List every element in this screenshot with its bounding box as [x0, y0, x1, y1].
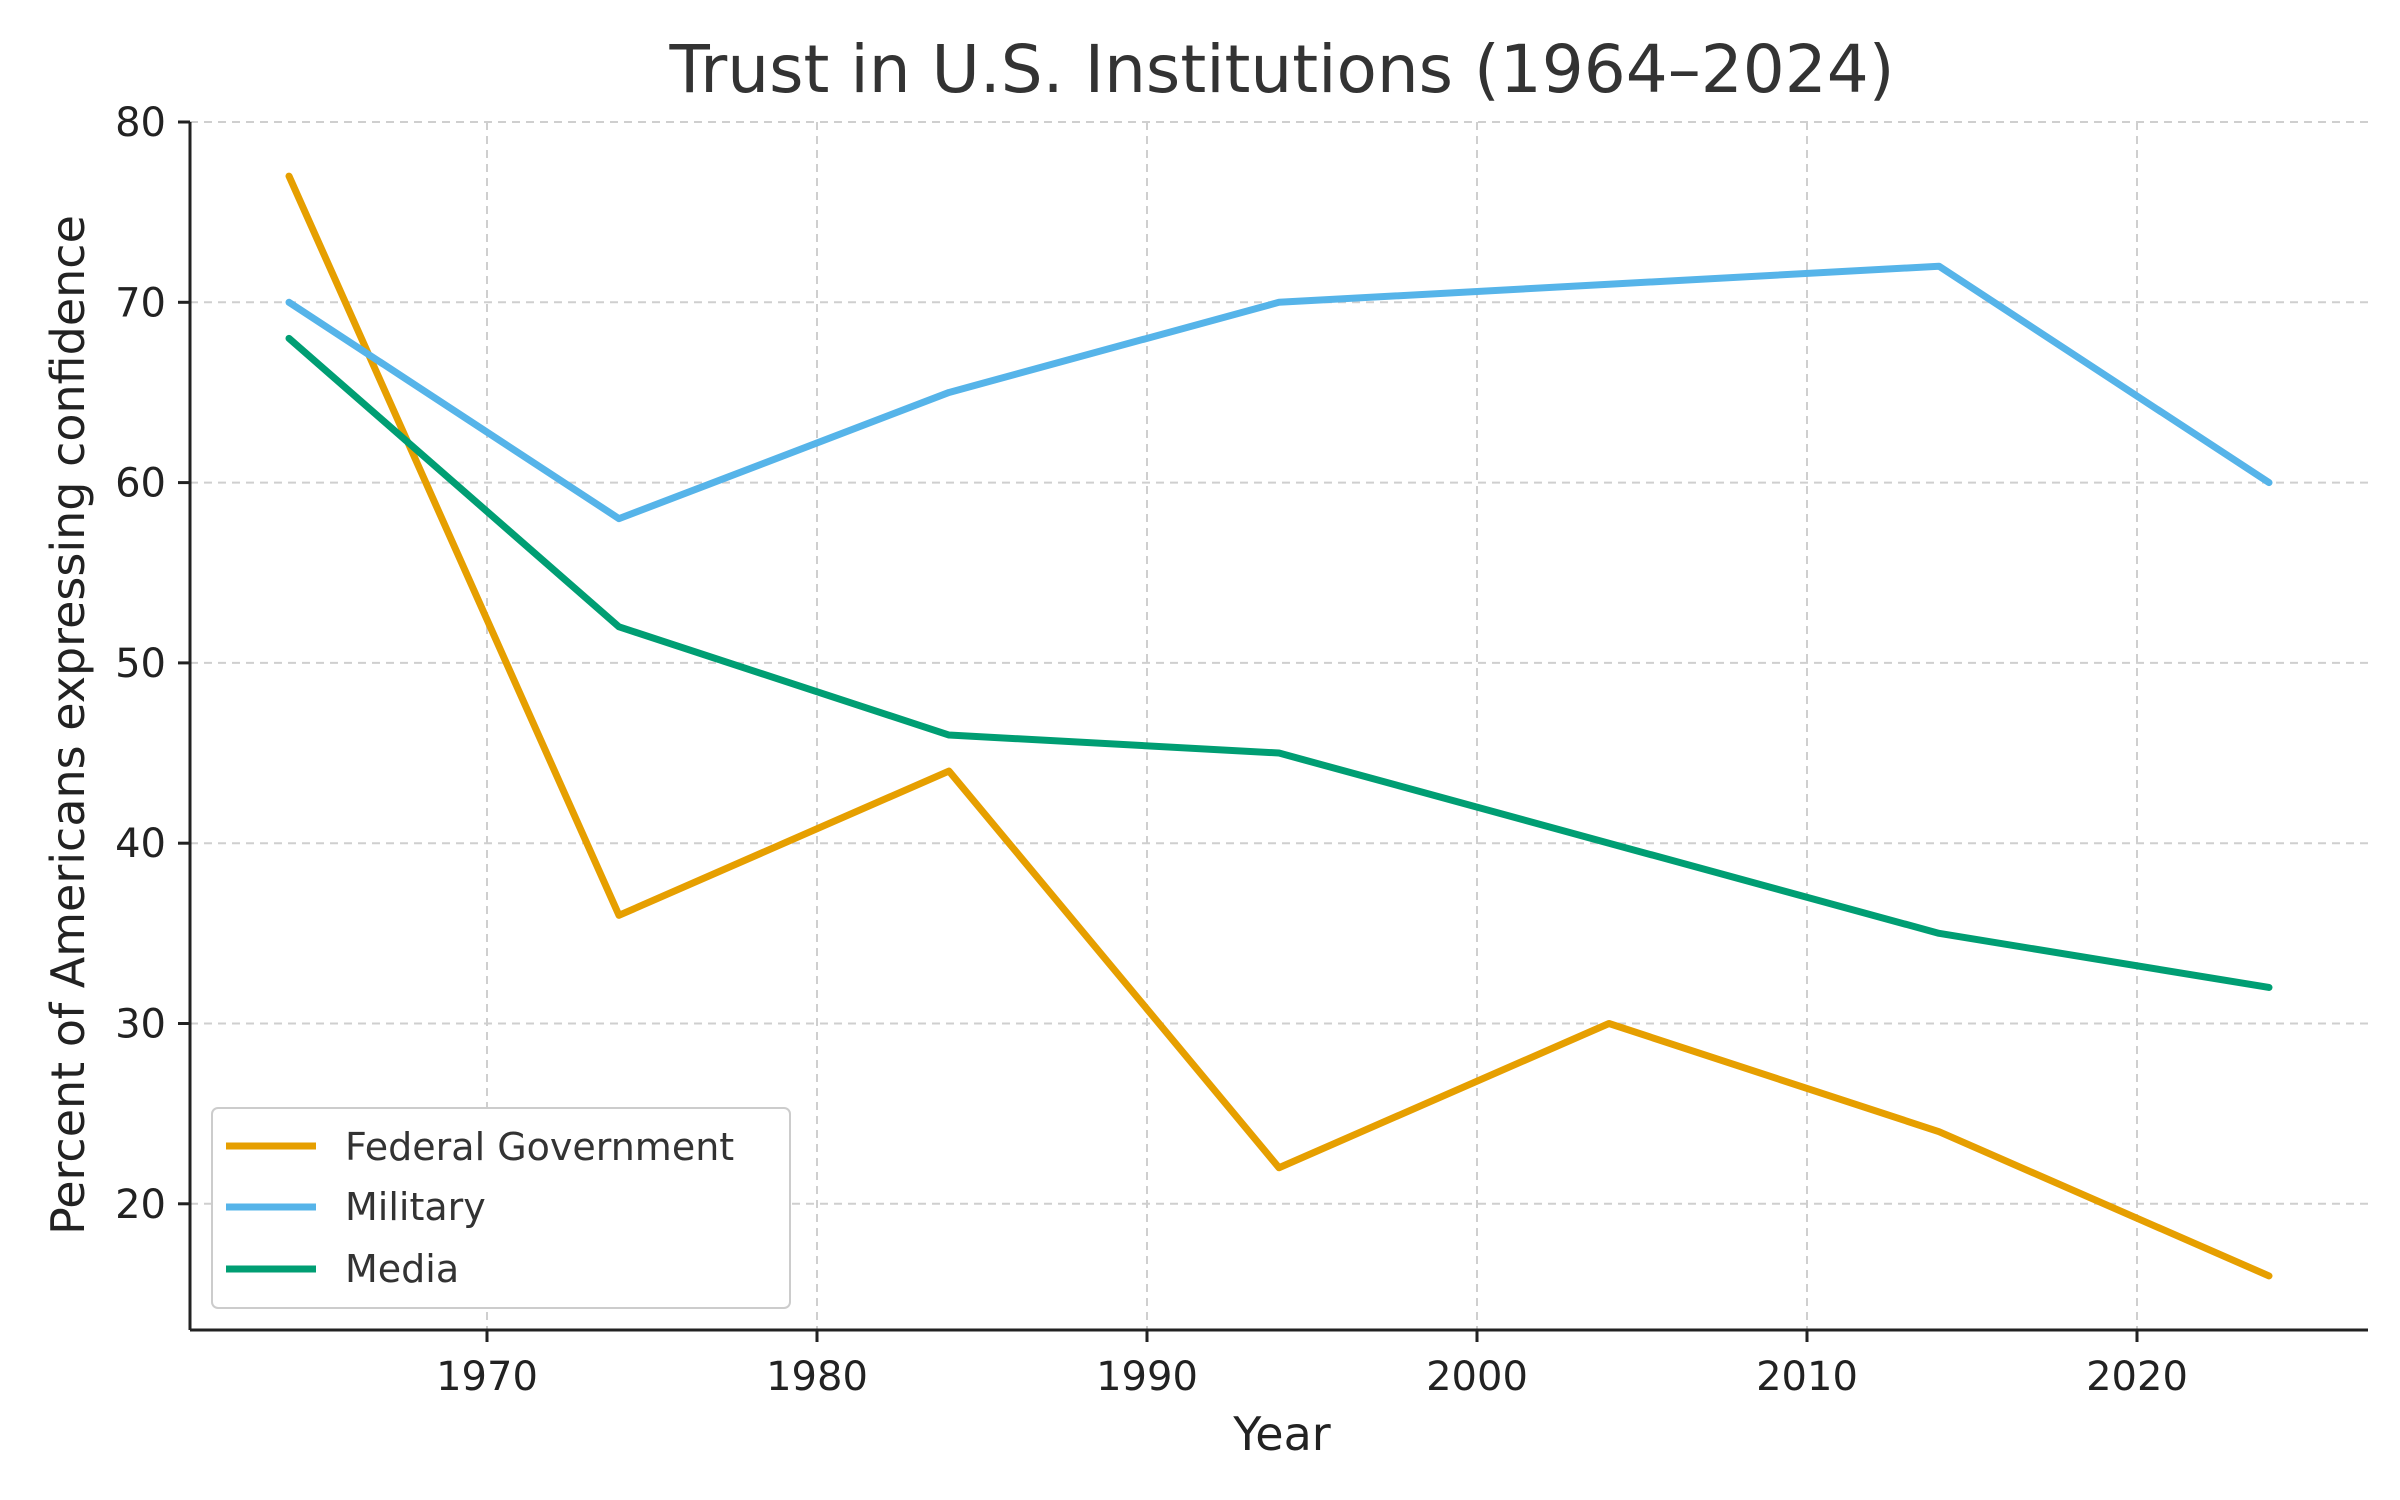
chart-title: Trust in U.S. Institutions (1964–2024)	[669, 31, 1895, 108]
y-tick-label: 50	[115, 641, 166, 687]
x-tick-label: 2020	[2086, 1354, 2188, 1400]
y-tick-label: 40	[115, 821, 166, 867]
x-tick-label: 1970	[436, 1354, 538, 1400]
legend-label-federal-government: Federal Government	[345, 1125, 734, 1169]
legend-label-military: Military	[345, 1185, 486, 1229]
y-axis-label: Percent of Americans expressing confiden…	[41, 215, 95, 1235]
legend-label-media: Media	[345, 1247, 459, 1291]
x-axis-label: Year	[1232, 1407, 1330, 1461]
series-line-military	[285, 262, 2273, 523]
x-tick-label: 1990	[1096, 1354, 1198, 1400]
y-tick-label: 60	[115, 461, 166, 507]
series-line-media	[285, 334, 2273, 991]
x-tick-label: 1980	[766, 1354, 868, 1400]
y-tick-label: 80	[115, 100, 166, 146]
series-layer	[285, 172, 2273, 1280]
x-tick-label: 2000	[1426, 1354, 1528, 1400]
legend: Federal Government Military Media	[211, 1107, 791, 1309]
y-tick-label: 20	[115, 1182, 166, 1228]
legend-box	[211, 1107, 791, 1309]
y-tick-label: 30	[115, 1001, 166, 1047]
y-tick-label: 70	[115, 280, 166, 326]
x-tick-label: 2010	[1756, 1354, 1858, 1400]
series-line-federal-government	[285, 172, 2273, 1280]
grid-layer	[190, 121, 2368, 1330]
